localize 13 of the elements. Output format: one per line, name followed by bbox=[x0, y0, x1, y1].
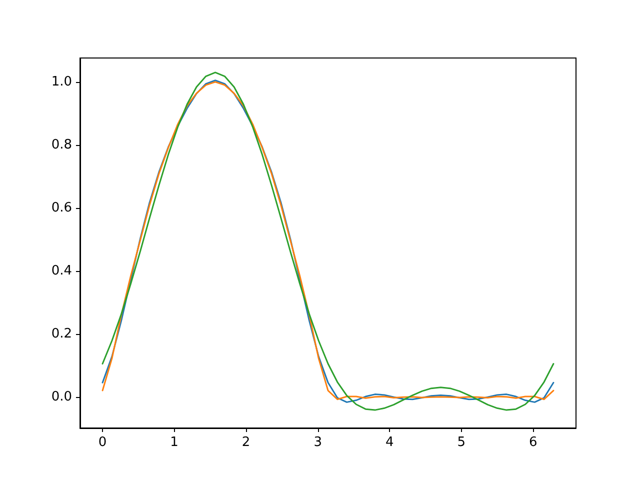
y-tick-label: 0.2 bbox=[51, 326, 72, 342]
y-tick-label: 0.0 bbox=[51, 390, 72, 405]
x-tick-label: 4 bbox=[385, 435, 394, 450]
y-tick-label: 0.6 bbox=[51, 200, 72, 216]
x-tick-label: 1 bbox=[170, 435, 178, 450]
x-tick-label: 3 bbox=[314, 435, 322, 450]
x-tick-label: 0 bbox=[98, 435, 107, 450]
y-tick-label: 0.4 bbox=[51, 264, 72, 279]
x-tick-label: 6 bbox=[529, 435, 538, 450]
y-tick-label: 0.8 bbox=[51, 138, 72, 153]
x-tick-label: 5 bbox=[457, 435, 466, 450]
x-tick-label: 2 bbox=[242, 435, 250, 450]
y-tick-label: 1.0 bbox=[51, 74, 72, 90]
